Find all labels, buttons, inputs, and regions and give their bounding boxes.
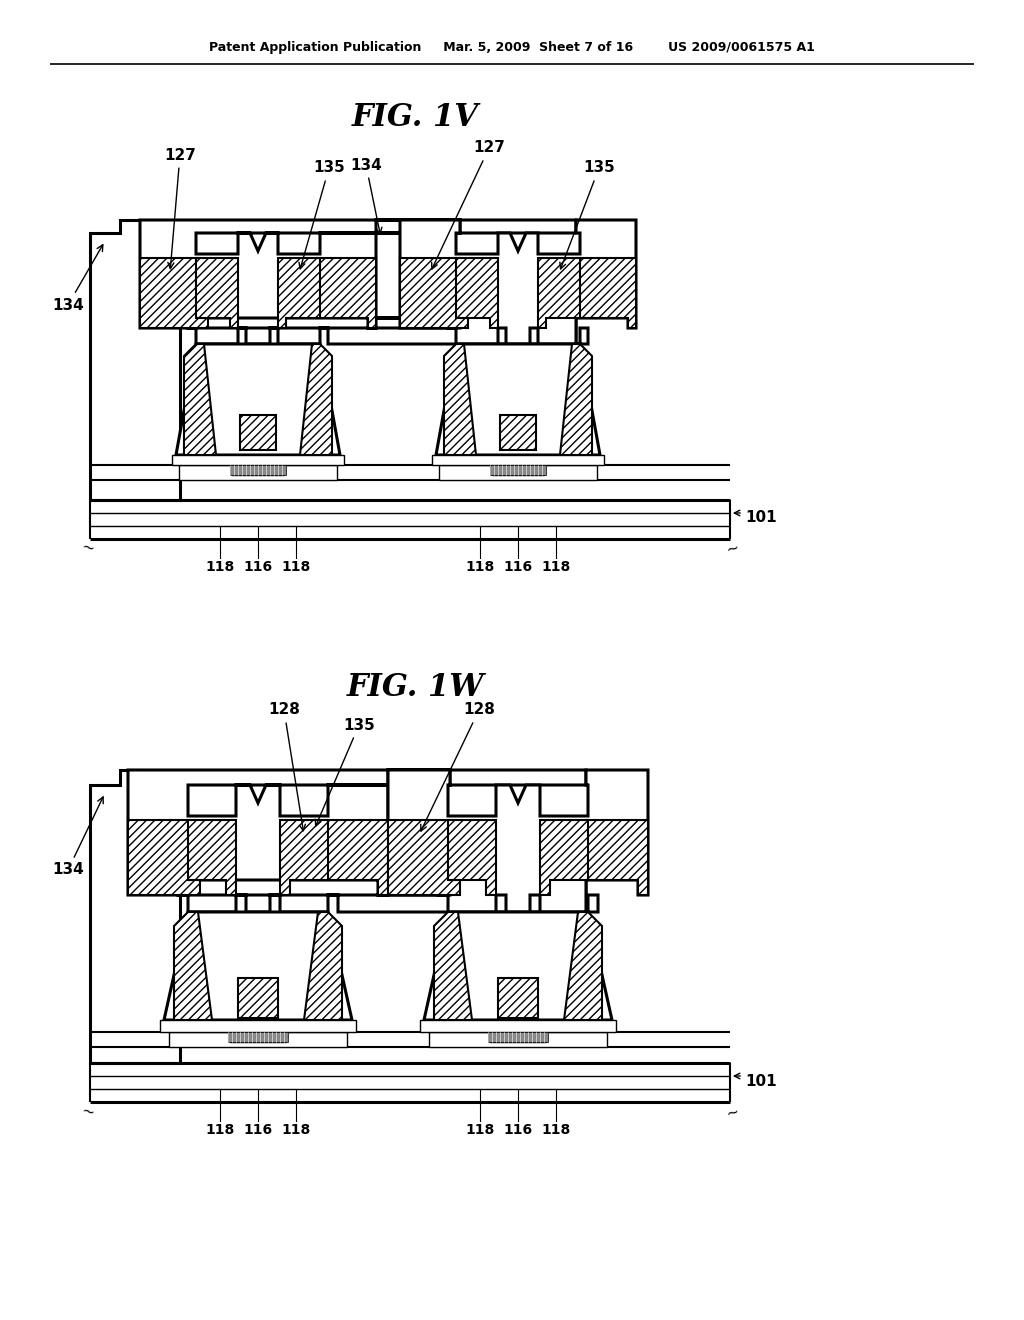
- Polygon shape: [429, 1032, 607, 1047]
- Text: 118: 118: [282, 560, 310, 574]
- Polygon shape: [140, 257, 208, 327]
- Polygon shape: [280, 820, 328, 895]
- Polygon shape: [498, 978, 538, 1018]
- Text: ~: ~: [80, 539, 96, 557]
- Polygon shape: [160, 1020, 356, 1032]
- Text: 118: 118: [542, 560, 570, 574]
- Polygon shape: [90, 220, 180, 500]
- Polygon shape: [128, 820, 200, 895]
- Polygon shape: [420, 1020, 616, 1032]
- Text: 116: 116: [504, 560, 532, 574]
- Polygon shape: [439, 465, 597, 480]
- Polygon shape: [128, 770, 586, 912]
- Text: 134: 134: [52, 797, 103, 878]
- Text: 135: 135: [299, 161, 345, 269]
- Polygon shape: [176, 345, 340, 455]
- Polygon shape: [172, 1020, 344, 1032]
- Polygon shape: [500, 414, 536, 450]
- Text: Patent Application Publication     Mar. 5, 2009  Sheet 7 of 16        US 2009/00: Patent Application Publication Mar. 5, 2…: [209, 41, 815, 54]
- Text: 118: 118: [465, 1123, 495, 1137]
- Text: 101: 101: [745, 511, 776, 525]
- Polygon shape: [300, 345, 332, 455]
- Polygon shape: [179, 465, 337, 480]
- Text: 128: 128: [268, 702, 305, 830]
- Polygon shape: [442, 455, 594, 465]
- Text: ~: ~: [724, 1104, 740, 1121]
- Text: ~: ~: [80, 1104, 96, 1121]
- Text: 118: 118: [465, 560, 495, 574]
- Polygon shape: [575, 257, 636, 327]
- Text: 118: 118: [282, 1123, 310, 1137]
- Polygon shape: [432, 455, 604, 465]
- Polygon shape: [174, 912, 212, 1020]
- Polygon shape: [490, 465, 546, 475]
- Text: 118: 118: [542, 1123, 570, 1137]
- Polygon shape: [164, 912, 352, 1020]
- Polygon shape: [444, 345, 476, 455]
- Text: FIG. 1V: FIG. 1V: [351, 103, 478, 133]
- Polygon shape: [449, 820, 496, 895]
- Text: 101: 101: [745, 1073, 776, 1089]
- Text: 127: 127: [164, 148, 196, 269]
- Polygon shape: [488, 1032, 548, 1041]
- Polygon shape: [316, 257, 376, 327]
- Polygon shape: [304, 912, 342, 1020]
- Polygon shape: [169, 1032, 347, 1047]
- Polygon shape: [434, 912, 472, 1020]
- Polygon shape: [586, 820, 648, 895]
- Polygon shape: [240, 414, 276, 450]
- Polygon shape: [400, 257, 468, 327]
- Polygon shape: [140, 220, 575, 345]
- Polygon shape: [432, 1020, 604, 1032]
- Text: 135: 135: [560, 161, 614, 269]
- Polygon shape: [400, 220, 636, 345]
- Text: 116: 116: [504, 1123, 532, 1137]
- Polygon shape: [90, 770, 180, 1063]
- Polygon shape: [196, 257, 238, 327]
- Polygon shape: [538, 257, 580, 327]
- Polygon shape: [230, 465, 286, 475]
- Text: 118: 118: [206, 560, 234, 574]
- Polygon shape: [182, 455, 334, 465]
- Text: 116: 116: [244, 1123, 272, 1137]
- Polygon shape: [424, 912, 612, 1020]
- Polygon shape: [436, 345, 600, 455]
- Polygon shape: [278, 257, 319, 327]
- Text: 135: 135: [315, 718, 375, 826]
- Text: 134: 134: [350, 157, 382, 234]
- Polygon shape: [238, 978, 278, 1018]
- Polygon shape: [388, 770, 648, 912]
- Text: FIG. 1W: FIG. 1W: [346, 672, 483, 702]
- Polygon shape: [388, 820, 460, 895]
- Polygon shape: [564, 912, 602, 1020]
- Polygon shape: [540, 820, 588, 895]
- Text: 128: 128: [421, 702, 495, 832]
- Text: 127: 127: [432, 140, 505, 269]
- Polygon shape: [560, 345, 592, 455]
- Polygon shape: [326, 820, 388, 895]
- Text: 134: 134: [52, 244, 102, 313]
- Polygon shape: [172, 455, 344, 465]
- Polygon shape: [456, 257, 498, 327]
- Text: 118: 118: [206, 1123, 234, 1137]
- Text: ~: ~: [724, 539, 740, 557]
- Polygon shape: [184, 345, 216, 455]
- Polygon shape: [228, 1032, 288, 1041]
- Text: 116: 116: [244, 560, 272, 574]
- Polygon shape: [188, 820, 236, 895]
